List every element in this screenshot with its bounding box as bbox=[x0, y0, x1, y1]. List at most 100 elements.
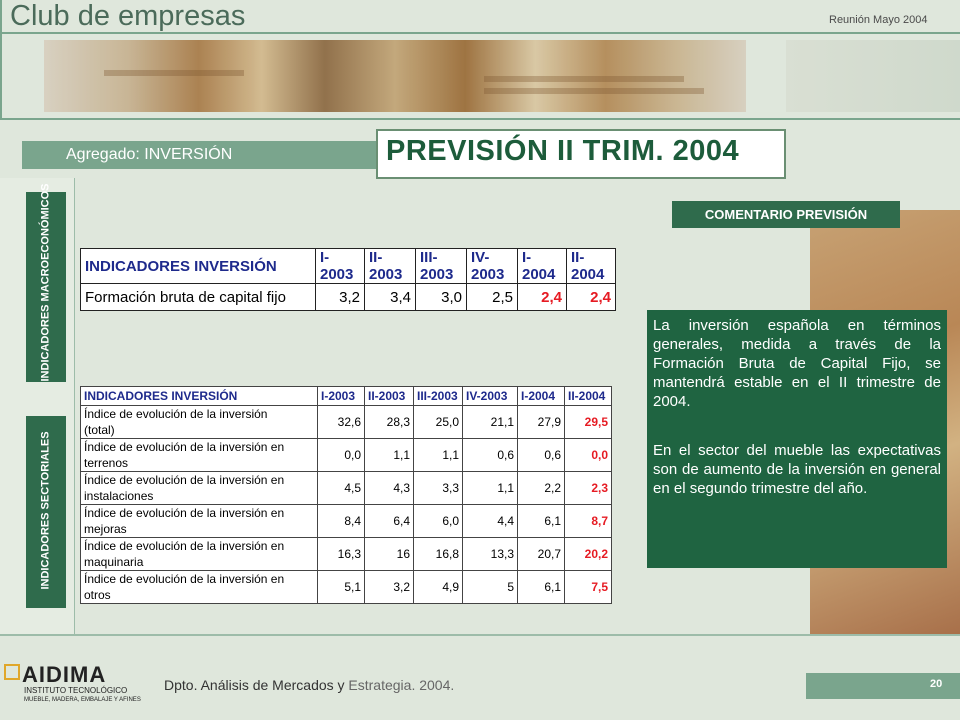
row-label: Índice de evolución de la inversión en ma… bbox=[80, 537, 318, 571]
header-left-rule bbox=[0, 0, 2, 118]
department-label: Dpto. Análisis de Mercados y Estrategia.… bbox=[164, 677, 455, 693]
table-header-cell: II-2004 bbox=[566, 248, 616, 284]
row-label: Índice de evolución de la inversión en te… bbox=[80, 438, 318, 472]
row-label: Índice de evolución de la inversión (tota… bbox=[80, 405, 318, 439]
table-cell: 4,9 bbox=[413, 570, 463, 604]
forecast-cell: 20,2 bbox=[564, 537, 612, 571]
table-row: Índice de evolución de la inversión (tota… bbox=[80, 405, 612, 439]
logo-name: AIDIMA bbox=[22, 662, 107, 687]
table-cell: 16,3 bbox=[317, 537, 365, 571]
table-cell: 4,3 bbox=[364, 471, 414, 505]
table-cell: 0,0 bbox=[317, 438, 365, 472]
table-header-cell: II-2003 bbox=[364, 386, 414, 406]
table-cell: 28,3 bbox=[364, 405, 414, 439]
comment-heading: COMENTARIO PREVISIÓN bbox=[672, 201, 900, 228]
furniture-banner-image bbox=[44, 40, 746, 112]
table-cell: 2,2 bbox=[517, 471, 565, 505]
forecast-title-box bbox=[376, 129, 786, 179]
table-header-cell: IV-2003 bbox=[466, 248, 518, 284]
side-tab-panel: INDICADORES MACROECONÓMICOS INDICADORES … bbox=[0, 178, 75, 634]
table-row: Índice de evolución de la inversión en me… bbox=[80, 504, 612, 538]
table-row: Índice de evolución de la inversión en ma… bbox=[80, 537, 612, 571]
macro-indicators-table: INDICADORES INVERSIÓN I-2003 II-2003 III… bbox=[80, 248, 616, 311]
tab-macro-indicators[interactable]: INDICADORES MACROECONÓMICOS bbox=[26, 183, 66, 382]
table-cell: 8,4 bbox=[317, 504, 365, 538]
row-label: Índice de evolución de la inversión en ot… bbox=[80, 570, 318, 604]
banner-right-panel bbox=[786, 40, 960, 112]
table-header-cell: INDICADORES INVERSIÓN bbox=[80, 386, 318, 406]
forecast-cell: 2,3 bbox=[564, 471, 612, 505]
forecast-cell: 7,5 bbox=[564, 570, 612, 604]
table-header-row: INDICADORES INVERSIÓN I-2003 II-2003 III… bbox=[80, 248, 616, 284]
table-row: Índice de evolución de la inversión en in… bbox=[80, 471, 612, 505]
row-label: Índice de evolución de la inversión en me… bbox=[80, 504, 318, 538]
logo-subtitle: INSTITUTO TECNOLÓGICO bbox=[24, 686, 128, 695]
tab-sector-indicators[interactable]: INDICADORES SECTORIALES bbox=[26, 416, 66, 608]
table-header-cell: INDICADORES INVERSIÓN bbox=[80, 248, 316, 284]
table-cell: 1,1 bbox=[413, 438, 463, 472]
table-cell: 5,1 bbox=[317, 570, 365, 604]
table-cell: 16,8 bbox=[413, 537, 463, 571]
table-cell: 6,4 bbox=[364, 504, 414, 538]
table-row: Índice de evolución de la inversión en te… bbox=[80, 438, 612, 472]
forecast-cell: 8,7 bbox=[564, 504, 612, 538]
forecast-cell: 29,5 bbox=[564, 405, 612, 439]
table-cell: 20,7 bbox=[517, 537, 565, 571]
table-header-cell: II-2003 bbox=[364, 248, 416, 284]
meeting-label: Reunión Mayo 2004 bbox=[829, 14, 928, 26]
aggregate-bar bbox=[22, 141, 382, 169]
table-cell: 27,9 bbox=[517, 405, 565, 439]
table-cell: 3,0 bbox=[415, 283, 467, 311]
table-cell: 3,2 bbox=[364, 570, 414, 604]
row-label: Formación bruta de capital fijo bbox=[80, 283, 316, 311]
comment-paragraph-2: En el sector del mueble las expectativas… bbox=[653, 442, 941, 497]
table-header-cell: I-2004 bbox=[517, 248, 567, 284]
table-header-cell: III-2003 bbox=[415, 248, 467, 284]
banner-rule bbox=[0, 118, 960, 120]
table-cell: 32,6 bbox=[317, 405, 365, 439]
page-number: 20 bbox=[930, 678, 943, 690]
table-cell: 6,0 bbox=[413, 504, 463, 538]
logo-tagline: MUEBLE, MADERA, EMBALAJE Y AFINES bbox=[24, 697, 141, 703]
tab-macro-label: INDICADORES MACROECONÓMICOS bbox=[39, 183, 52, 382]
table-cell: 0,6 bbox=[462, 438, 518, 472]
forecast-cell: 2,4 bbox=[517, 283, 567, 311]
table-cell: 16 bbox=[364, 537, 414, 571]
table-cell: 4,5 bbox=[317, 471, 365, 505]
table-cell: 25,0 bbox=[413, 405, 463, 439]
table-header-cell: III-2003 bbox=[413, 386, 463, 406]
forecast-title: PREVISIÓN II TRIM. 2004 bbox=[386, 135, 740, 167]
table-cell: 0,6 bbox=[517, 438, 565, 472]
table-cell: 13,3 bbox=[462, 537, 518, 571]
table-row: Índice de evolución de la inversión en ot… bbox=[80, 570, 612, 604]
row-label: Índice de evolución de la inversión en in… bbox=[80, 471, 318, 505]
table-header-cell: I-2004 bbox=[517, 386, 565, 406]
forecast-cell: 2,4 bbox=[566, 283, 616, 311]
page-number-bar bbox=[806, 673, 960, 699]
tab-sector-label: INDICADORES SECTORIALES bbox=[39, 431, 52, 590]
comment-box: La inversión española en términos genera… bbox=[647, 310, 947, 568]
forecast-cell: 0,0 bbox=[564, 438, 612, 472]
table-header-cell: I-2003 bbox=[315, 248, 365, 284]
table-cell: 3,2 bbox=[315, 283, 365, 311]
table-header-cell: II-2004 bbox=[564, 386, 612, 406]
table-cell: 21,1 bbox=[462, 405, 518, 439]
table-cell: 6,1 bbox=[517, 504, 565, 538]
table-cell: 4,4 bbox=[462, 504, 518, 538]
comment-paragraph-1: La inversión española en términos genera… bbox=[653, 317, 941, 410]
table-cell: 3,3 bbox=[413, 471, 463, 505]
footer-rule bbox=[0, 634, 960, 636]
table-header-row: INDICADORES INVERSIÓN I-2003 II-2003 III… bbox=[80, 386, 612, 406]
table-cell: 6,1 bbox=[517, 570, 565, 604]
table-header-cell: IV-2003 bbox=[462, 386, 518, 406]
table-cell: 1,1 bbox=[462, 471, 518, 505]
aggregate-label: Agregado: INVERSIÓN bbox=[66, 146, 233, 163]
aidima-logo-icon bbox=[4, 664, 20, 680]
app-title: Club de empresas bbox=[10, 0, 246, 32]
header-rule bbox=[0, 32, 960, 34]
sector-indicators-table: INDICADORES INVERSIÓN I-2003 II-2003 III… bbox=[80, 386, 612, 604]
table-cell: 1,1 bbox=[364, 438, 414, 472]
table-row: Formación bruta de capital fijo 3,2 3,4 … bbox=[80, 283, 616, 311]
table-cell: 2,5 bbox=[466, 283, 518, 311]
table-header-cell: I-2003 bbox=[317, 386, 365, 406]
